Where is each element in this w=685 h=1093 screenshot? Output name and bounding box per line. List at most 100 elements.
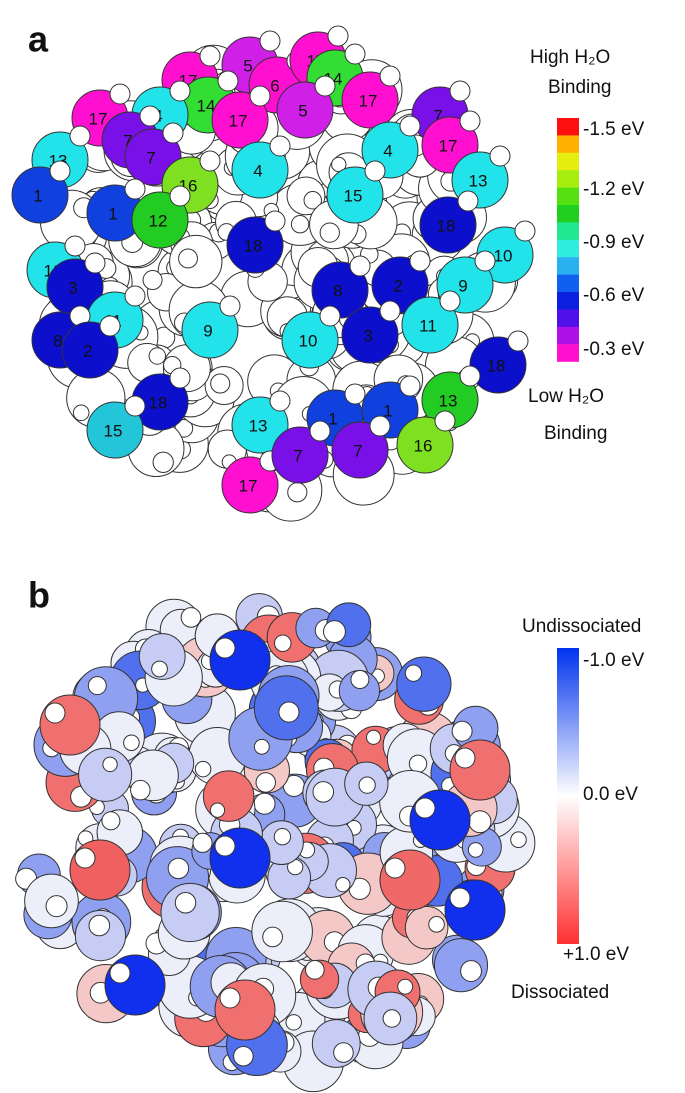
hydrogen [450,81,470,101]
hydrogen [89,915,110,936]
panel-label: a [28,19,49,60]
hydrogen [200,151,220,171]
hydrogen [468,843,483,858]
hydrogen [250,86,270,106]
molecule-label: 3 [363,326,372,345]
hydrogen [85,253,105,273]
colorbar-segment [557,153,579,171]
hydrogen [469,811,491,833]
molecule [70,840,130,900]
hydrogen [50,161,70,181]
hydrogen [435,411,455,431]
molecule-label: 12 [149,211,168,230]
colorbar-segment [557,222,579,240]
hydrogen [328,26,348,46]
atom [397,657,451,711]
panel-label: b [28,575,50,616]
hydrogen [405,665,421,681]
molecule [40,695,100,755]
hydrogen [215,836,235,856]
hydrogen [460,366,480,386]
hydrogen [125,179,145,199]
hydrogen [334,1043,354,1063]
hydrogen [200,46,220,66]
molecule-label: 7 [146,148,155,167]
molecule-label: 8 [53,331,62,350]
colorbar-segment [557,327,579,345]
hydrogen [265,211,285,231]
colorbar-tick-label: 0.0 eV [583,784,638,805]
hydrogen [429,917,445,933]
hydrogen [400,376,420,396]
hydrogen [450,888,470,908]
colorbar-tick-label: -0.9 eV [583,232,645,253]
hydrogen [288,483,307,502]
hydrogen [310,421,330,441]
hydrogen [306,961,325,980]
hydrogen [275,635,291,651]
hydrogen [88,677,106,695]
colorbar-segment [557,118,579,136]
hydrogen [351,671,369,689]
molecule [210,630,270,690]
colorbar-segment [557,344,579,362]
hydrogen [110,84,130,104]
cluster-a: 1756171414175177171747713164413151112181… [12,26,535,521]
colorbar [557,648,579,944]
molecule-label: 17 [239,476,258,495]
molecule-label: 1 [108,204,117,223]
molecule-label: 13 [469,171,488,190]
hydrogen [380,66,400,86]
hydrogen [320,306,340,326]
molecule-label: 15 [344,186,363,205]
colorbar-segment [557,205,579,223]
molecule-label: 17 [359,91,378,110]
hydrogen [398,979,413,994]
hydrogen [383,1010,400,1027]
hydrogen [100,316,120,336]
hydrogen [140,106,160,126]
colorbar-segment [557,240,579,258]
molecule [215,980,275,1040]
molecule [210,828,270,888]
molecule-label: 4 [383,141,392,160]
molecule-label: 10 [299,331,318,350]
hydrogen [440,291,460,311]
hydrogen [455,748,475,768]
hydrogen [220,988,240,1008]
colorbar-segment [557,170,579,188]
hydrogen [291,215,308,232]
hydrogen [256,773,275,792]
molecule-label: 18 [487,356,506,375]
molecule-label: 15 [104,421,123,440]
molecule-label: 1 [328,409,337,428]
legend-title: Binding [548,77,611,98]
molecule-label: 5 [298,101,307,120]
molecule-label: 17 [439,136,458,155]
figure: 1756171414175177171747713164413151112181… [0,0,685,1093]
hydrogen [508,331,528,351]
hydrogen [210,803,224,817]
legend-title: High H₂O [530,47,610,68]
hydrogen [163,123,183,143]
molecule-label: 7 [293,446,302,465]
hydrogen [215,638,235,658]
hydrogen [125,396,145,416]
hydrogen [409,755,426,772]
colorbar-segment [557,135,579,153]
atom [161,883,219,941]
hydrogen [359,777,375,793]
hydrogen [460,111,480,131]
hydrogen [234,1046,254,1066]
hydrogen [102,812,120,830]
legend-title: Low H₂O [528,386,604,407]
hydrogen [515,221,535,241]
hydrogen [370,416,390,436]
hydrogen [380,301,400,321]
hydrogen [170,368,190,388]
legend-title: Binding [544,423,607,444]
molecule-label: 16 [414,436,433,455]
colorbar-tick-label: -0.3 eV [583,339,645,360]
hydrogen [461,961,482,982]
colorbar-tick-label: -1.5 eV [583,119,645,140]
